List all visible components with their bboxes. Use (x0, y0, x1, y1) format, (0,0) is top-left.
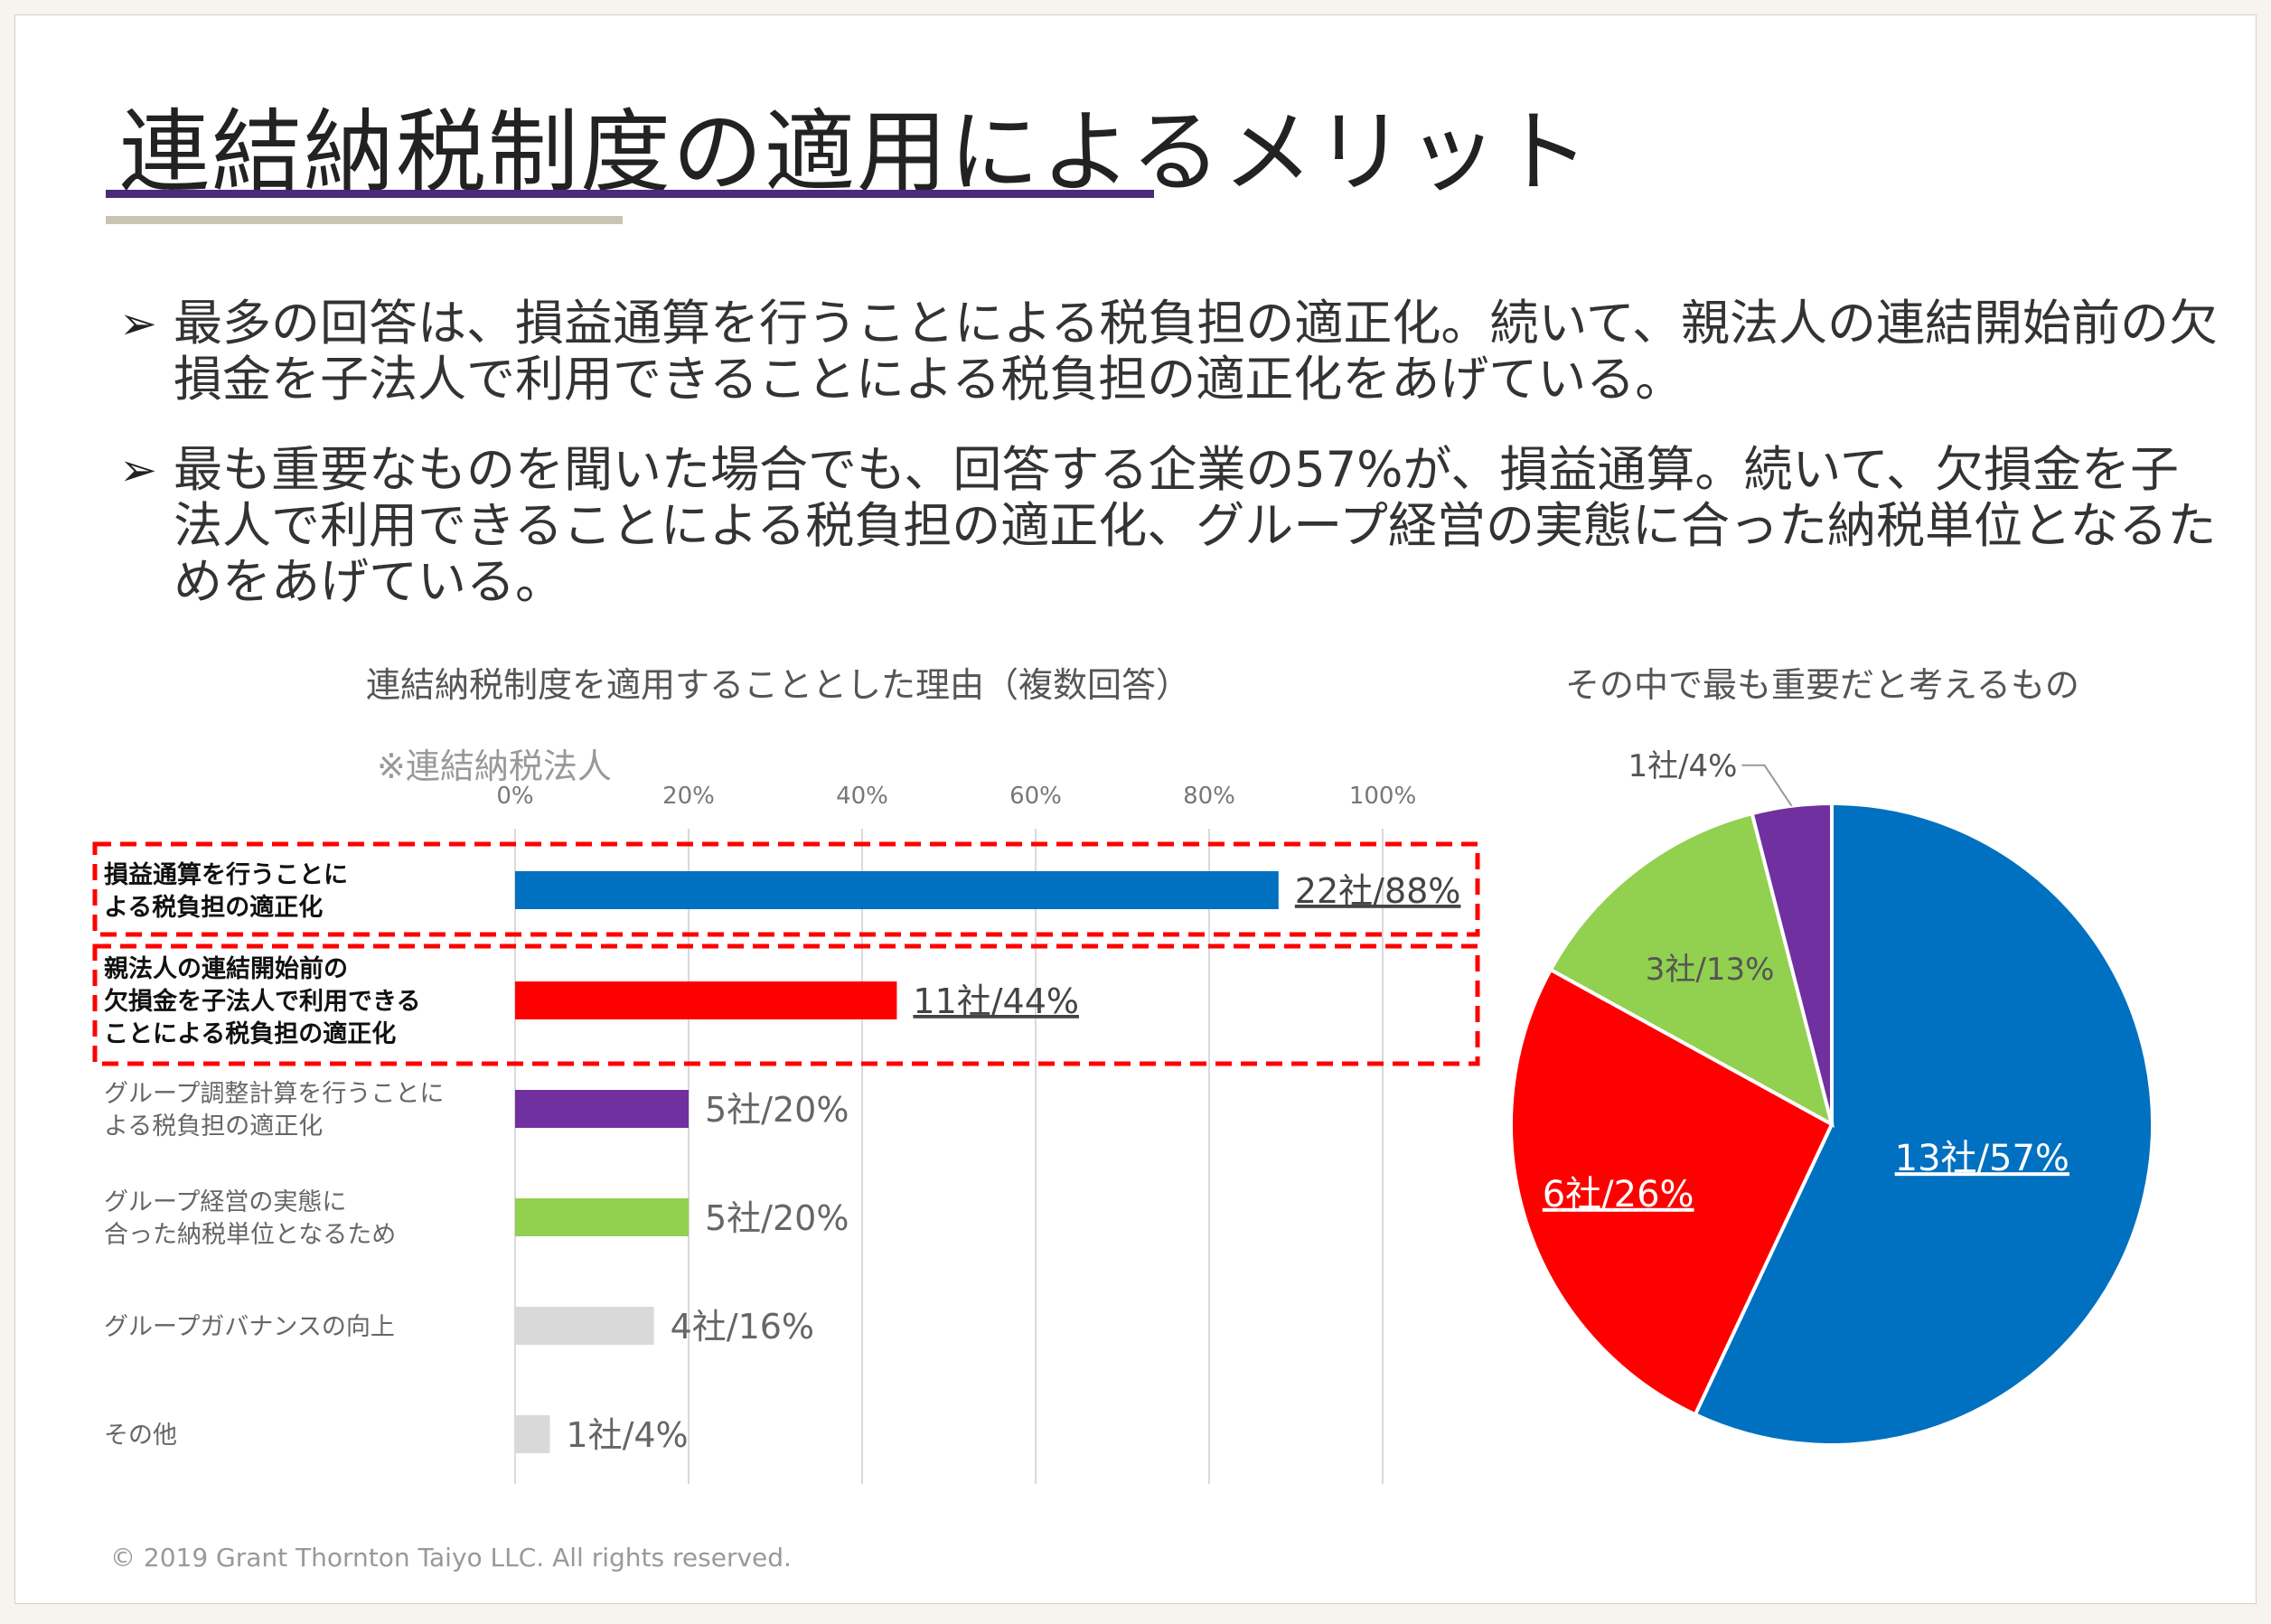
bullet-text: 最も重要なものを聞いた場合でも、回答する企業の57%が、損益通算。続いて、欠損金… (174, 441, 2217, 610)
arrow-bullet-icon: ➢ (119, 297, 157, 350)
pie-slice (1750, 801, 1834, 1125)
title-rule-purple (106, 190, 1154, 198)
x-tick-label: 80% (1183, 783, 1235, 810)
data-label: 11社/44% (913, 981, 1079, 1021)
x-tick-label: 20% (662, 783, 715, 810)
category-label: グループ経営の実態に (104, 1188, 346, 1216)
bar (515, 1198, 689, 1236)
page-title: 連結納税制度の適用によるメリット (119, 99, 1591, 205)
pie-label: 1社/4% (1628, 748, 1737, 784)
category-label: ことによる税負担の適正化 (104, 1019, 396, 1048)
x-tick-label: 0% (496, 783, 533, 810)
category-label: よる税負担の適正化 (104, 1112, 323, 1141)
category-label: グループ調整計算を行うことに (104, 1080, 444, 1108)
data-label: 5社/20% (705, 1198, 849, 1238)
category-label: 欠損金を子法人で利用できる (104, 987, 420, 1016)
bar (515, 1415, 550, 1453)
data-label: 22社/88% (1295, 871, 1461, 911)
highlight-box (92, 841, 1480, 937)
x-tick-label: 100% (1349, 783, 1416, 810)
bullet-text: 最多の回答は、損益通算を行うことによる税負担の適正化。続いて、親法人の連結開始前… (174, 295, 2219, 408)
category-label: 合った納税単位となるため (104, 1221, 396, 1249)
pie-label: 3社/13% (1646, 952, 1775, 988)
bar-chart: 0% 20% 40% 60% 80% 100% 22社/88% 損益通算を行うことによる税負担… (92, 783, 1480, 1484)
pie-chart: 13社/57% 6社/26% 3社/13% 1社/4% (1509, 748, 2154, 1447)
arrow-bullet-icon: ➢ (119, 444, 157, 496)
bullet-1: ➢ 最多の回答は、損益通算を行うことによる税負担の適正化。続いて、親法人の連結開… (119, 296, 2225, 408)
pie-chart-title: その中で最も重要だと考えるもの (1565, 665, 2079, 705)
category-label: その他 (104, 1422, 177, 1450)
pie-label: 6社/26% (1543, 1174, 1694, 1216)
bar (515, 871, 1279, 909)
data-label: 1社/4% (566, 1415, 688, 1455)
slide: 連結納税制度の適用によるメリット ➢ 最多の回答は、損益通算を行うことによる税負… (14, 14, 2257, 1604)
copyright-footer: © 2019 Grant Thornton Taiyo LLC. All rig… (110, 1543, 792, 1572)
data-label: 5社/20% (705, 1090, 849, 1130)
bar (515, 1307, 654, 1345)
bar (515, 1090, 689, 1128)
pie-leader-line (1741, 764, 1793, 807)
bullet-2: ➢ 最も重要なものを聞いた場合でも、回答する企業の57%が、損益通算。続いて、欠… (119, 442, 2225, 610)
category-label: 親法人の連結開始前の (104, 954, 348, 983)
x-tick-label: 60% (1009, 783, 1062, 810)
highlight-box (92, 943, 1480, 1066)
category-label: グループガバナンスの向上 (104, 1313, 395, 1341)
pie-slice (1548, 811, 1835, 1128)
bar-chart-title: 連結納税制度を適用することとした理由（複数回答） (366, 665, 1191, 705)
pie-label: 13社/57% (1895, 1138, 2069, 1179)
pie-slice (1693, 801, 2154, 1447)
x-tick-label: 40% (836, 783, 888, 810)
title-rule-beige (106, 216, 623, 224)
category-label: 損益通算を行うことに (104, 860, 348, 889)
bar-chart-note: ※連結納税法人 (377, 746, 612, 786)
category-label: よる税負担の適正化 (104, 893, 323, 922)
bar (515, 981, 897, 1019)
data-label: 4社/16% (671, 1307, 814, 1347)
